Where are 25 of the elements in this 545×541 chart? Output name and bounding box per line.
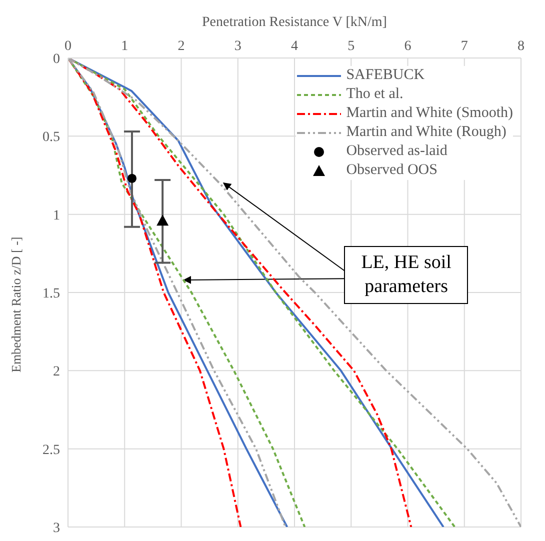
legend-label: Observed OOS — [346, 161, 438, 180]
y-tick-label: 3 — [53, 520, 60, 536]
x-tick-label: 4 — [291, 39, 298, 54]
y-axis-title: Embedment Ratio z/D [ -] — [8, 236, 24, 372]
legend-label: SAFEBUCK — [346, 66, 425, 85]
y-tick-label: 0.5 — [42, 130, 60, 146]
x-tick-label: 8 — [518, 39, 524, 54]
x-tick-label: 2 — [178, 39, 185, 54]
y-tick-label: 2 — [53, 364, 60, 380]
y-tick-label: 2.5 — [42, 442, 60, 458]
x-tick-label: 6 — [404, 39, 412, 54]
legend-label: Observed as-laid — [346, 142, 448, 161]
x-tick-label: 3 — [234, 39, 242, 54]
annotation: LE, HE soil parameters — [344, 246, 468, 304]
x-axis-title: Penetration Resistance V [kN/m] — [202, 14, 387, 30]
y-tick-label: 1 — [53, 208, 60, 224]
legend-label: Tho et al. — [346, 85, 404, 104]
y-tick-label: 0 — [53, 52, 60, 67]
x-tick-label: 7 — [460, 39, 468, 54]
x-tick-label: 0 — [64, 39, 72, 54]
y-tick-label: 1.5 — [42, 286, 60, 302]
legend-label: Martin and White (Smooth) — [346, 104, 513, 123]
legend-label: Martin and White (Rough) — [346, 123, 506, 142]
x-tick-label: 5 — [348, 39, 355, 54]
x-tick-label: 1 — [121, 39, 128, 54]
